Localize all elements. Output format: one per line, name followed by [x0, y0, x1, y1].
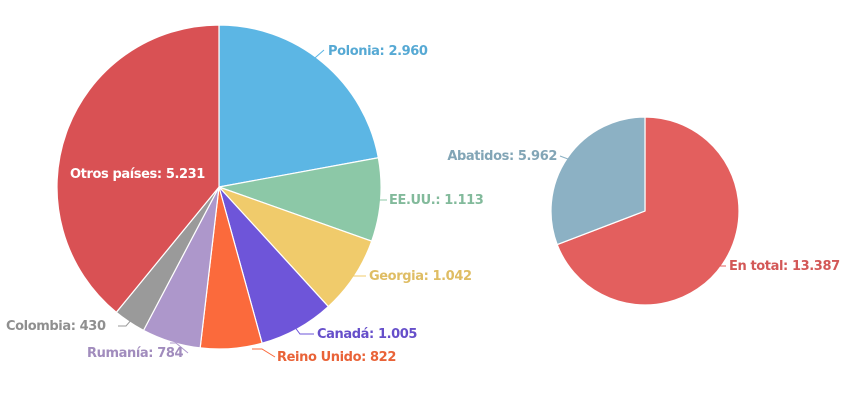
leader-line-canad — [293, 325, 314, 335]
leader-line-colombia — [118, 318, 133, 327]
leader-line-georgia — [339, 269, 366, 277]
pie-chart-2: En total: 13.387 Abatidos: 5.962 — [447, 116, 840, 306]
leader-line-polonia — [307, 49, 325, 65]
slice-label-ee-uu: EE.UU.: 1.113 — [389, 193, 484, 208]
pie-chart-1: Polonia: 2.960 EE.UU.: 1.113 Georgia: 1.04… — [6, 24, 484, 365]
leader-line-en-total — [710, 259, 726, 267]
leader-line-ruman-a — [170, 342, 189, 354]
leader-line-reino-unido — [252, 348, 276, 358]
slice-label-canad: Canadá: 1.005 — [317, 327, 417, 342]
pie-slice-otros-pa-ses — [56, 24, 220, 314]
slice-label-colombia: Colombia: 430 — [6, 319, 106, 334]
slice-label-en-total: En total: 13.387 — [729, 259, 840, 274]
pie-slice-abatidos — [550, 116, 646, 246]
pie-slice-polonia — [218, 24, 380, 188]
pie-slice-en-total — [556, 116, 740, 306]
slice-label-otros-pa-ses: Otros países: 5.231 — [70, 167, 205, 182]
slice-label-georgia: Georgia: 1.042 — [369, 269, 472, 284]
slice-label-polonia: Polonia: 2.960 — [328, 44, 428, 59]
leader-line-abatidos — [559, 155, 577, 173]
slice-label-reino-unido: Reino Unido: 822 — [277, 350, 396, 365]
slice-label-ruman-a: Rumanía: 784 — [87, 346, 183, 361]
slice-label-abatidos: Abatidos: 5.962 — [447, 149, 557, 164]
